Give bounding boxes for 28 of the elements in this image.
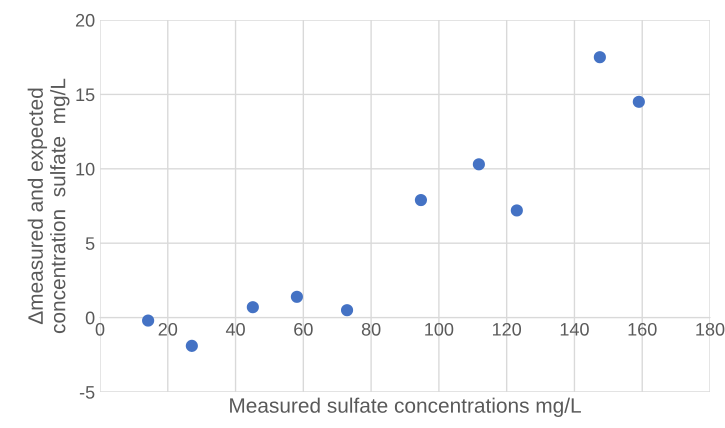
x-tick-label: 80 <box>362 322 380 336</box>
point <box>632 96 645 108</box>
x-axis-title: Measured sulfate concentrations mg/L <box>230 398 581 417</box>
point <box>472 158 485 170</box>
point <box>594 51 606 64</box>
y-tick-label: 5 <box>86 237 94 250</box>
x-tick-label: 0 <box>96 322 104 336</box>
x-tick-label: 40 <box>226 322 245 336</box>
x-tick-label: 140 <box>560 322 589 336</box>
y-tick-label: -5 <box>80 386 94 399</box>
x-tick-label: 180 <box>696 322 724 336</box>
point <box>186 340 198 352</box>
point <box>510 204 523 217</box>
y-tick-label: 10 <box>76 162 94 176</box>
y-tick-label: 20 <box>76 14 94 27</box>
y-tick-label: 15 <box>76 88 94 102</box>
point <box>142 314 154 327</box>
x-tick-label: 160 <box>628 322 657 336</box>
x-tick-label: 20 <box>158 322 178 336</box>
x-tick-label: 120 <box>492 322 522 336</box>
point <box>414 194 427 206</box>
x-tick-label: 100 <box>425 322 454 336</box>
y-tick-label: 0 <box>86 312 94 324</box>
point <box>246 301 259 314</box>
y-axis-title: Δmeasured and expected concentration sulfate mg/L <box>28 78 70 334</box>
x-tick-label: 60 <box>294 322 313 336</box>
point <box>340 304 354 316</box>
point <box>290 290 303 303</box>
